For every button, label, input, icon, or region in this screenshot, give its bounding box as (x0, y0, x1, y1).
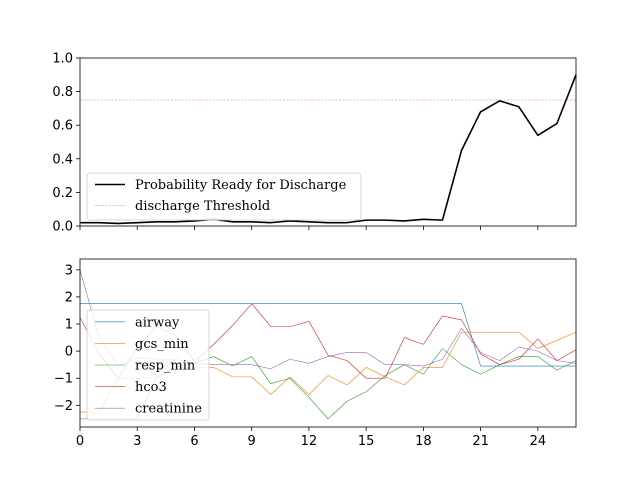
legend-label: creatinine (135, 402, 202, 417)
legend-label: airway (135, 315, 180, 330)
legend-label: gcs_min (135, 337, 189, 352)
x-tick-label: 6 (190, 434, 198, 449)
x-tick-label: 18 (415, 434, 432, 449)
y-tick-label: −2 (54, 399, 73, 414)
y-tick-label: 1.0 (52, 52, 73, 67)
axes-frame (79, 57, 577, 227)
legend-label: hco3 (135, 380, 167, 395)
legend-box (86, 309, 210, 421)
x-tick-label: 0 (76, 434, 84, 449)
x-tick-label: 15 (358, 434, 375, 449)
legend-label: resp_min (135, 359, 196, 374)
y-tick-label: 0.4 (52, 152, 73, 167)
y-tick-label: 0 (65, 345, 73, 360)
y-tick-label: −1 (54, 372, 73, 387)
y-tick-label: 0.0 (52, 220, 73, 235)
x-tick-label: 3 (133, 434, 141, 449)
x-tick-label: 9 (248, 434, 256, 449)
axes-frame (79, 258, 577, 428)
y-tick-label: 1 (65, 318, 73, 333)
legend-label: discharge Threshold (135, 199, 270, 214)
x-tick-label: 12 (301, 434, 318, 449)
series-line-airway (80, 303, 576, 367)
top-subplot: 0.0 0.2 0.4 0.6 0.8 1.0 Probability Ready for … (52, 52, 577, 235)
series-line-probability-ready-for-discharge (80, 74, 577, 225)
x-tick-label: 21 (472, 434, 489, 449)
y-tick-label: 0.6 (52, 119, 73, 134)
x-tick-label: 24 (530, 434, 547, 449)
y-tick-label: 2 (65, 290, 73, 305)
y-tick-label: 0.8 (52, 85, 73, 100)
legend-label: Probability Ready for Discharge (135, 178, 347, 193)
legend-box (86, 172, 362, 221)
y-tick-label: 3 (65, 263, 73, 278)
y-tick-label: 0.2 (52, 186, 73, 201)
